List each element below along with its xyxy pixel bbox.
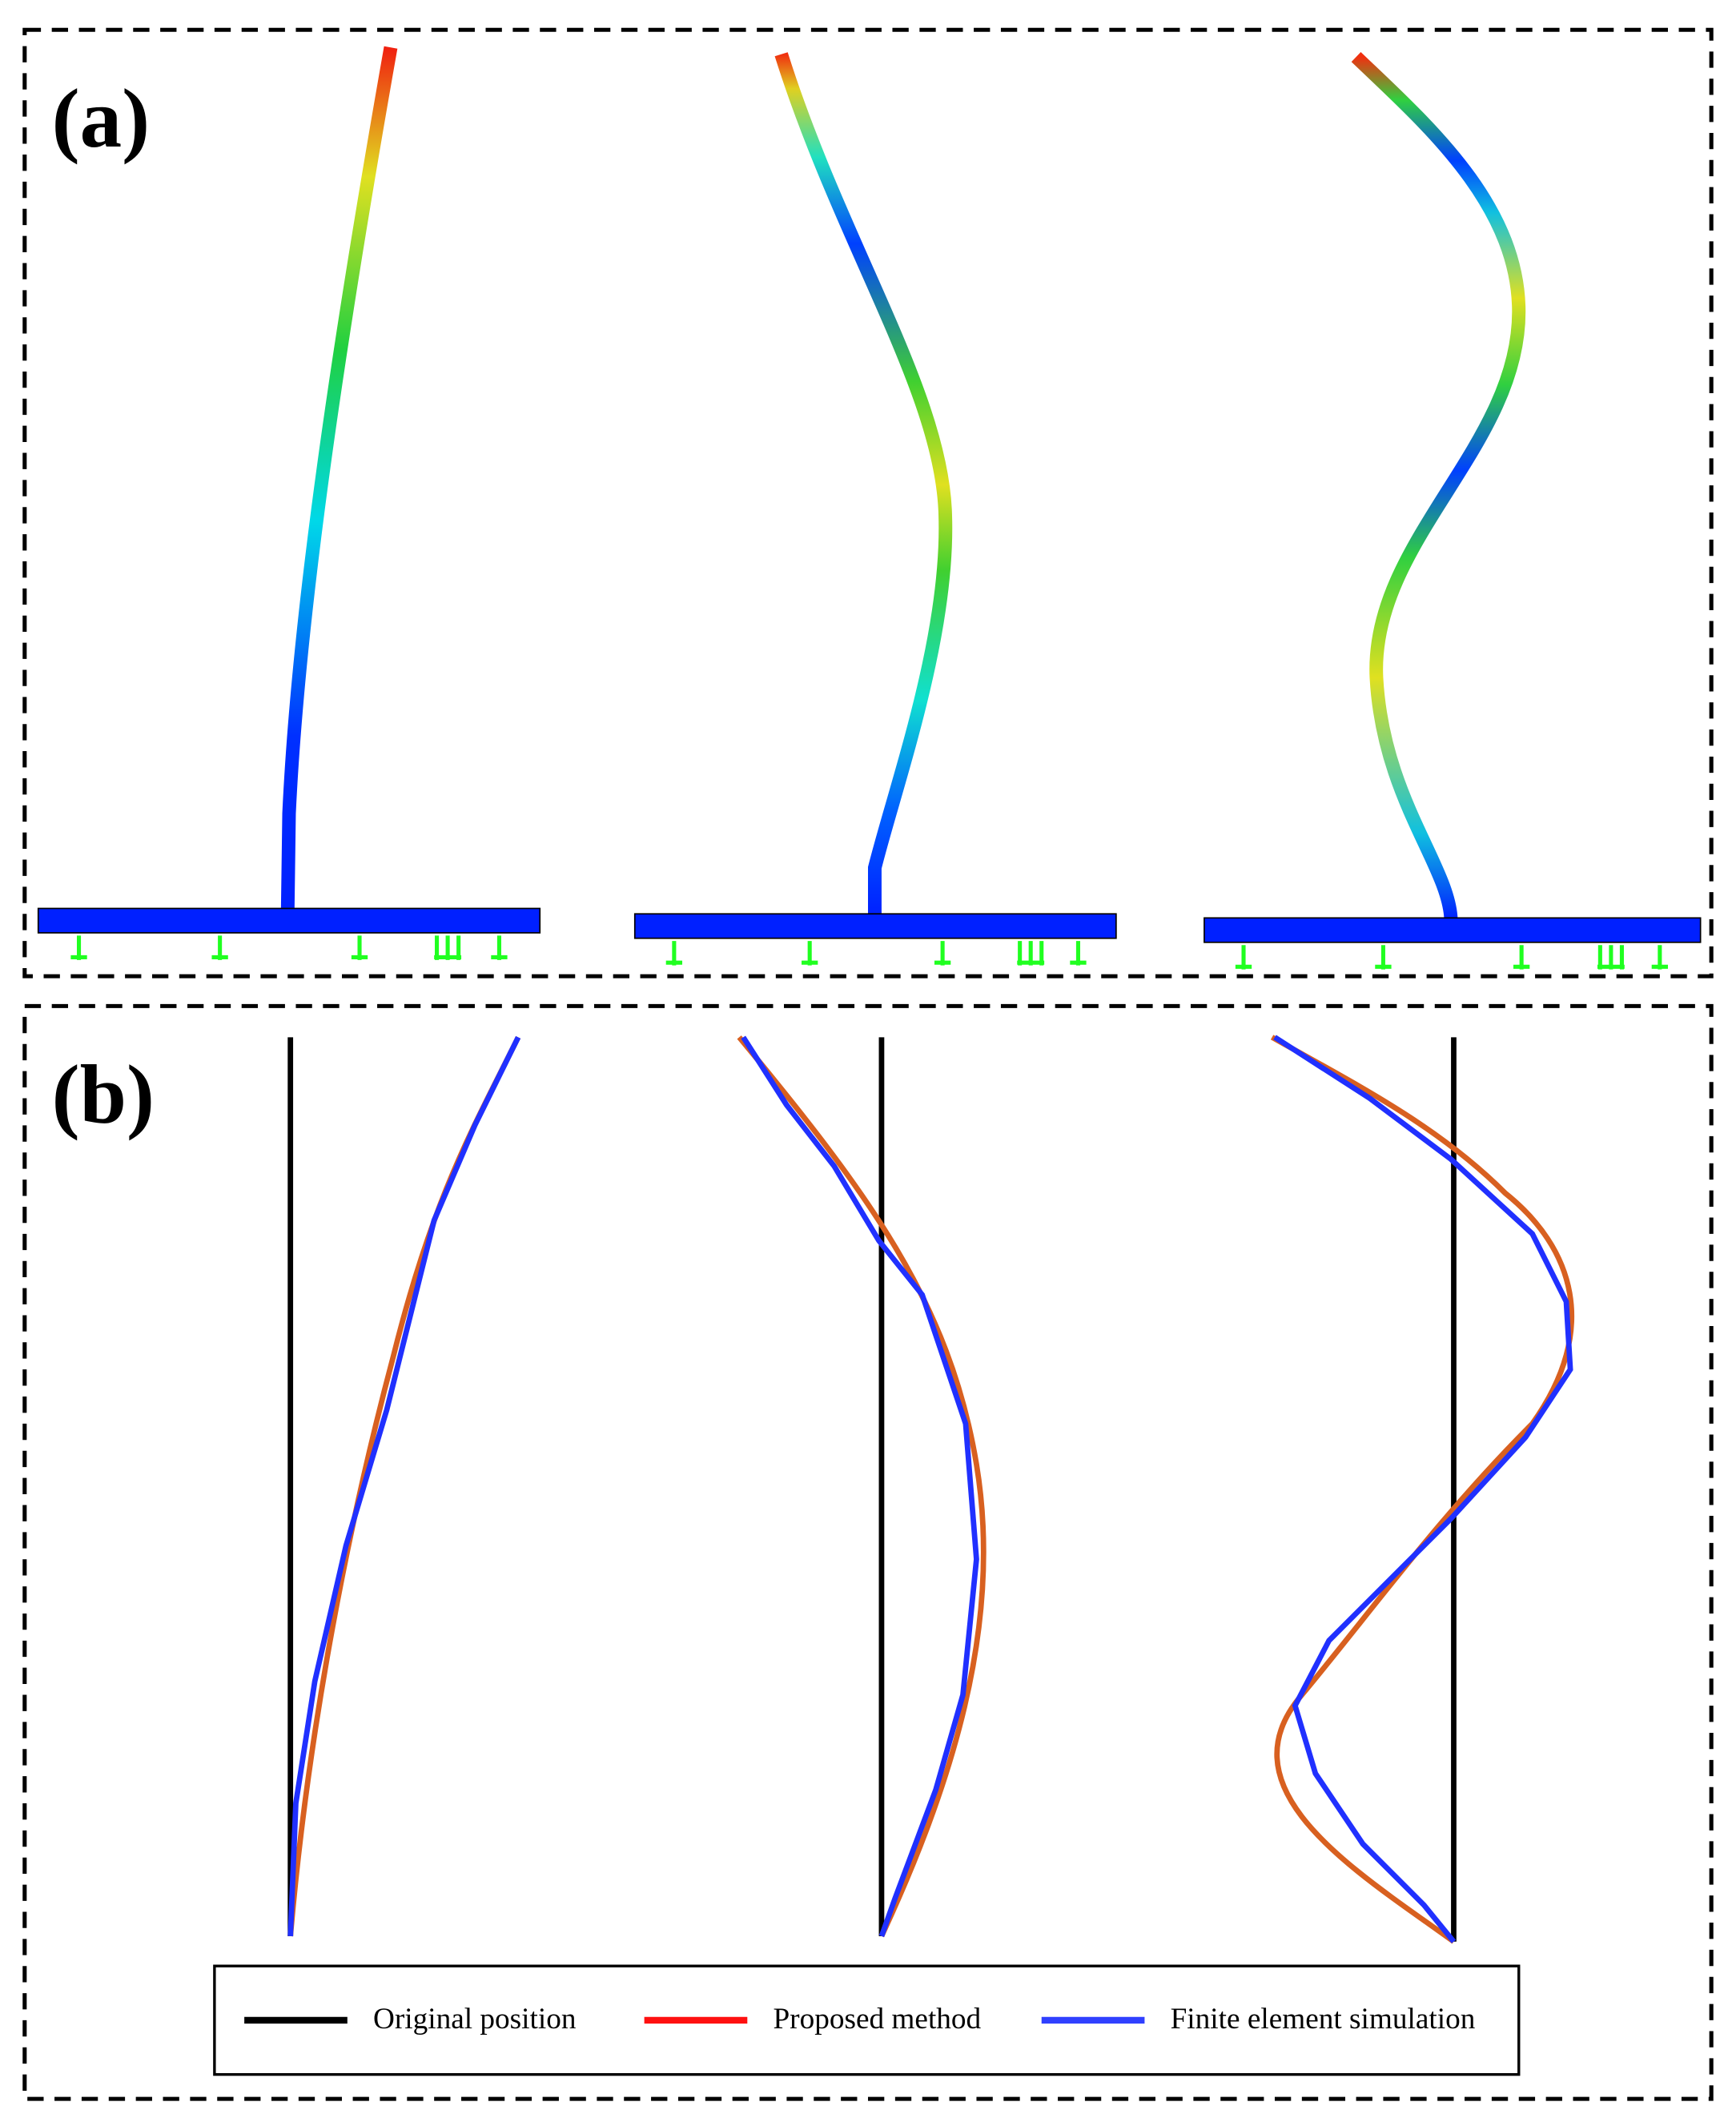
legend: Original position Proposed method Finite… bbox=[213, 1964, 1521, 2076]
original-position bbox=[287, 1037, 1457, 1942]
legend-text: Original position bbox=[373, 2003, 577, 2036]
panel-label: (a) bbox=[52, 71, 150, 165]
supports bbox=[70, 935, 1669, 970]
base bbox=[37, 907, 1702, 943]
panel-frame bbox=[22, 1003, 1714, 2101]
fe-simulation bbox=[287, 1035, 1573, 1943]
panel-frame bbox=[22, 27, 1714, 979]
fe-model bbox=[280, 46, 1526, 922]
panel-label: (b) bbox=[52, 1047, 155, 1141]
legend-text: Finite element simulation bbox=[1171, 2003, 1476, 2036]
legend-text: Proposed method bbox=[773, 2003, 981, 2036]
